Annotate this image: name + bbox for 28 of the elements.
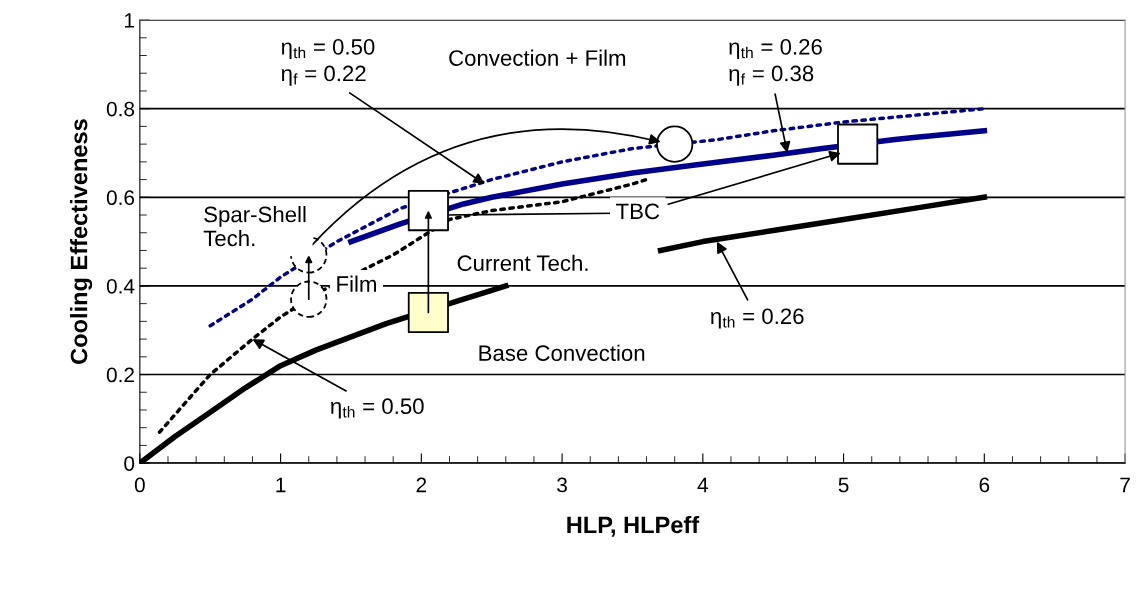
- x-tick-label: 0: [134, 477, 145, 493]
- annotation: TBC: [616, 203, 660, 220]
- x-tick-label: 2: [416, 477, 427, 493]
- annotation: Current Tech.: [457, 254, 588, 272]
- x-tick-label: 6: [979, 477, 990, 493]
- y-axis-title: Cooling Effectiveness: [70, 119, 93, 364]
- y-tick-label: 0.2: [106, 367, 134, 383]
- annotation: η$_{th}$ = 0.50: [331, 398, 424, 419]
- y-tick-label: 0.6: [106, 190, 135, 206]
- annotation: Spar-Shell Tech.: [203, 205, 306, 247]
- y-tick-label: 1: [124, 13, 134, 28]
- annotation: η$_{th}$ = 0.50: [281, 39, 375, 60]
- y-tick-label: 0.8: [106, 101, 135, 117]
- annotation: η$_{f}$ = 0.38: [729, 65, 814, 86]
- x-tick-label: 7: [1120, 477, 1130, 493]
- x-tick-label: 1: [276, 477, 286, 493]
- x-axis-title: HLP, HLPeff: [567, 515, 700, 537]
- y-tick-label: 0: [124, 456, 135, 471]
- annotation: η$_{f}$ = 0.22: [281, 65, 366, 86]
- x-tick-label: 4: [697, 477, 709, 493]
- x-tick-label: 5: [838, 477, 849, 493]
- y-tick-label: 0.4: [106, 278, 135, 294]
- annotation: Film: [337, 275, 376, 292]
- annotation: η$_{th}$ = 0.26: [711, 308, 804, 329]
- annotation: Convection + Film: [449, 49, 626, 66]
- x-tick-label: 3: [557, 477, 567, 493]
- annotation: Base Convection: [479, 344, 645, 361]
- annotation: η$_{th}$ = 0.26: [729, 39, 822, 60]
